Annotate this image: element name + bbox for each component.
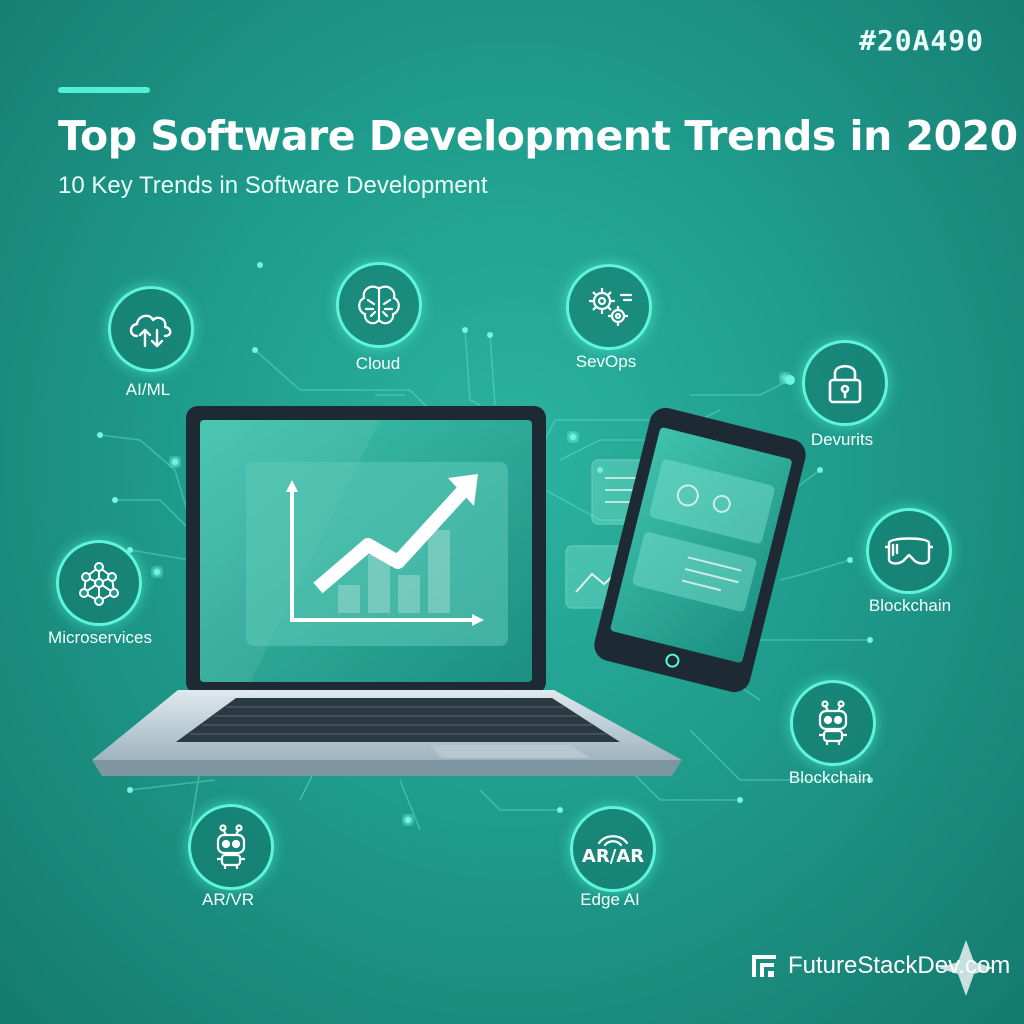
cloud-sync-icon <box>129 314 172 348</box>
trend-label: AR/VR <box>202 890 254 909</box>
trend-label: AI/ML <box>125 380 171 399</box>
trend-label: Blockchain <box>868 596 952 615</box>
brain-icon <box>358 285 400 325</box>
page-subtitle: 10 Key Trends in Software Development <box>58 172 488 199</box>
hex-tag: #20A490 <box>858 24 984 57</box>
network-icon <box>79 562 119 606</box>
trend-label: Devurits <box>810 430 874 449</box>
trend-label: Blockchain <box>788 768 872 787</box>
robot-icon <box>818 700 848 745</box>
lock-icon <box>828 364 862 404</box>
trend-label: Cloud <box>355 354 401 373</box>
laptop <box>92 406 682 776</box>
sparkle-icon <box>938 940 994 996</box>
trend-label: SevOps <box>575 352 637 371</box>
trend-label: Edge AI <box>580 890 640 909</box>
smartphone <box>594 407 806 693</box>
growth-chart-icon <box>286 474 484 626</box>
ar-ar-text: AR/AR <box>581 846 645 867</box>
footer-brand: FutureStackDev.com <box>750 952 1010 980</box>
accent-line <box>58 87 150 93</box>
brand-name: FutureStackDev.com <box>788 952 1011 979</box>
brand-logo-icon <box>752 955 776 977</box>
gears-icon <box>589 288 633 326</box>
circuit-nodes <box>97 262 873 825</box>
robot-icon <box>216 824 246 869</box>
page-title: Top Software Development Trends in 2020 <box>58 112 1018 160</box>
trend-label: Microservices <box>48 628 152 647</box>
wifi-icon <box>597 835 629 847</box>
vr-headset-icon <box>885 537 933 565</box>
